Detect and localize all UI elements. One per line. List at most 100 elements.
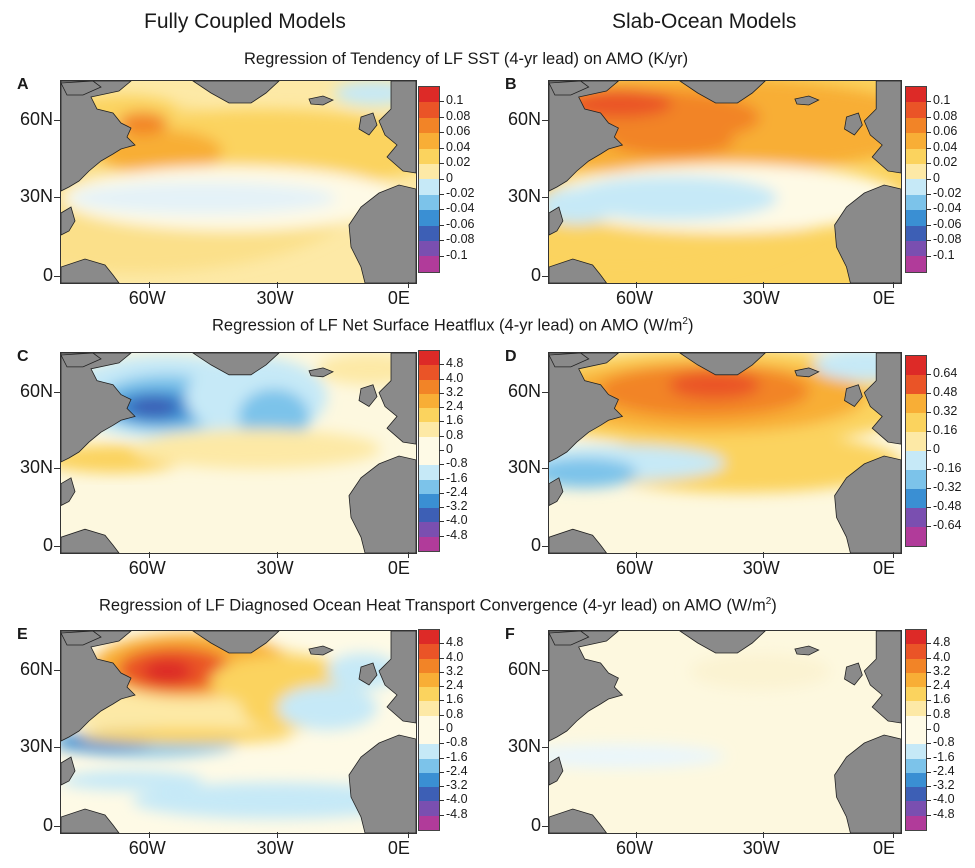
anomaly-field <box>61 633 416 819</box>
colorbar-swatch <box>419 436 439 451</box>
anomaly-blob <box>668 371 761 399</box>
anomaly-blob <box>142 659 193 684</box>
colorbar-b <box>905 86 927 273</box>
colorbar-tick-label: 0.8 <box>446 427 464 442</box>
colorbar-tick-label: 0.06 <box>446 124 471 139</box>
colorbar-tick-label: 4.8 <box>446 356 464 371</box>
map-svg <box>549 81 901 283</box>
map-svg <box>61 631 416 833</box>
colorbar-tick-label: -0.04 <box>933 201 962 216</box>
lon-tick <box>407 552 409 558</box>
colorbar-tickmark <box>926 193 931 195</box>
land-mass <box>348 455 416 553</box>
colorbar-tick-label: -0.48 <box>933 499 962 513</box>
colorbar-tickmark <box>926 686 931 688</box>
colorbar-swatch <box>906 644 926 659</box>
row-title-3: Regression of LF Diagnosed Ocean Heat Tr… <box>99 596 777 615</box>
colorbar-tick-label: -0.04 <box>446 201 475 216</box>
colorbar-tick-label: -0.02 <box>446 185 475 200</box>
colorbar-swatch <box>419 164 439 180</box>
lat-tick <box>542 825 548 827</box>
colorbar-tickmark <box>439 255 444 257</box>
land-mass <box>358 384 378 408</box>
colorbar-tick-label: 2.4 <box>933 678 951 693</box>
colorbar-tick-label: 0.8 <box>933 706 951 721</box>
colorbar-swatch <box>419 256 439 272</box>
colorbar-tick-label: -0.8 <box>933 735 955 750</box>
anomaly-blob <box>78 727 292 745</box>
colorbar-tick-label: 0 <box>446 170 453 185</box>
row-title-2: Regression of LF Net Surface Heatflux (4… <box>212 316 694 335</box>
colorbar-tickmark <box>439 657 444 659</box>
land-mass <box>549 756 564 786</box>
colorbar-tickmark <box>926 178 931 180</box>
panel-letter-d: D <box>505 348 517 365</box>
colorbar-tickmark <box>439 686 444 688</box>
colorbar-swatch <box>906 508 926 527</box>
colorbar-swatch <box>906 701 926 716</box>
land-mass <box>844 112 863 136</box>
colorbar-swatch <box>419 479 439 494</box>
lon-label: 30W <box>256 558 294 578</box>
colorbar-tick-label: -0.32 <box>933 480 962 494</box>
colorbar-tick-label: 3.2 <box>446 384 464 399</box>
colorbar-tickmark <box>439 193 444 195</box>
colorbar-tick-label: 4.8 <box>933 635 951 650</box>
anomaly-field <box>61 81 416 273</box>
colorbar-swatch <box>906 470 926 489</box>
lat-tick <box>54 546 60 547</box>
colorbar-swatch <box>906 256 926 272</box>
colorbar-tickmark <box>926 757 931 759</box>
panel-letter-e: E <box>17 626 28 643</box>
colorbar-tick-label: 0.04 <box>933 139 958 154</box>
colorbar-f <box>905 629 927 831</box>
colorbar-tickmark <box>926 507 931 508</box>
colorbar-tickmark <box>439 714 444 716</box>
land-mass <box>61 353 136 463</box>
land-mass <box>192 353 280 376</box>
lon-tick <box>407 282 409 288</box>
row-title-1: Regression of Tendency of LF SST (4-yr l… <box>244 50 689 68</box>
colorbar-tickmark <box>926 450 931 451</box>
colorbar-tick-label: 0 <box>933 442 940 456</box>
lat-tick <box>542 120 548 122</box>
map-panel-a <box>60 80 417 284</box>
lat-label: 0 <box>42 814 53 835</box>
lon-tick <box>892 552 894 558</box>
colorbar-tickmark <box>926 488 931 489</box>
land-mass <box>378 631 416 724</box>
lat-tick <box>542 197 548 199</box>
lon-tick <box>148 552 150 558</box>
colorbar-swatch <box>906 451 926 470</box>
colorbar-swatch <box>419 379 439 394</box>
land-mass <box>834 734 901 833</box>
colorbar-tick-label: -3.2 <box>446 499 468 514</box>
colorbar-tickmark <box>439 407 444 409</box>
land-mass <box>549 528 607 553</box>
lat-tick <box>54 825 60 827</box>
colorbar-tick-label: 0.64 <box>933 366 958 380</box>
colorbar-tick-label: -2.4 <box>933 763 955 778</box>
lat-label: 60N <box>19 109 53 130</box>
colorbar-swatch <box>419 194 439 211</box>
colorbar-tick-label: 0 <box>446 721 453 735</box>
lat-label: 60N <box>507 109 541 130</box>
colorbar-tickmark <box>926 132 931 134</box>
colorbar-swatch <box>419 393 439 409</box>
colorbar-tick-label: 4.0 <box>933 649 951 664</box>
colorbar-swatch <box>419 658 439 673</box>
lat-tick <box>54 197 60 199</box>
colorbar-tickmark <box>926 224 931 226</box>
land-mass <box>61 258 120 283</box>
colorbar-tick-label: -0.16 <box>933 461 962 475</box>
land-mass <box>549 81 590 96</box>
land-mass <box>679 353 766 376</box>
colorbar-swatch <box>419 241 439 257</box>
colorbar-swatch <box>419 715 439 730</box>
land-mass <box>61 631 136 742</box>
colorbar-swatch <box>906 241 926 257</box>
colorbar-tick-label: -0.08 <box>446 232 475 247</box>
colorbar-tickmark <box>926 657 931 659</box>
colorbar-tick-label: 0.8 <box>446 706 464 721</box>
colorbar-swatch <box>419 225 439 242</box>
